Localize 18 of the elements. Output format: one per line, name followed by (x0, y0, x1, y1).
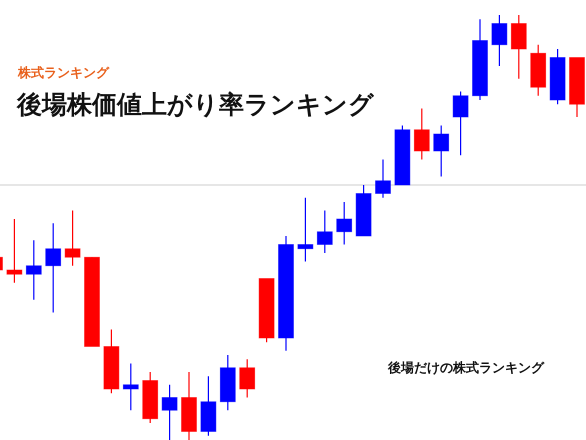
candlestick (375, 158, 391, 198)
candlestick (26, 240, 42, 300)
candlestick (64, 210, 80, 266)
candlestick (239, 358, 256, 398)
candlestick (452, 90, 468, 156)
candlestick (298, 197, 314, 262)
text: 後場株価値上がり率ランキング (16, 90, 375, 119)
candlestick (162, 384, 178, 440)
candlestick (336, 201, 352, 246)
annotation: 後場だけの株式ランキング (387, 360, 545, 376)
candlestick (316, 210, 333, 254)
candlestick (45, 222, 62, 314)
candlestick (6, 218, 22, 284)
candlestick (414, 108, 430, 160)
candlestick (122, 362, 139, 411)
candlestick (433, 124, 450, 178)
candlestick (492, 14, 508, 67)
text: 株式ランキング (17, 65, 110, 81)
